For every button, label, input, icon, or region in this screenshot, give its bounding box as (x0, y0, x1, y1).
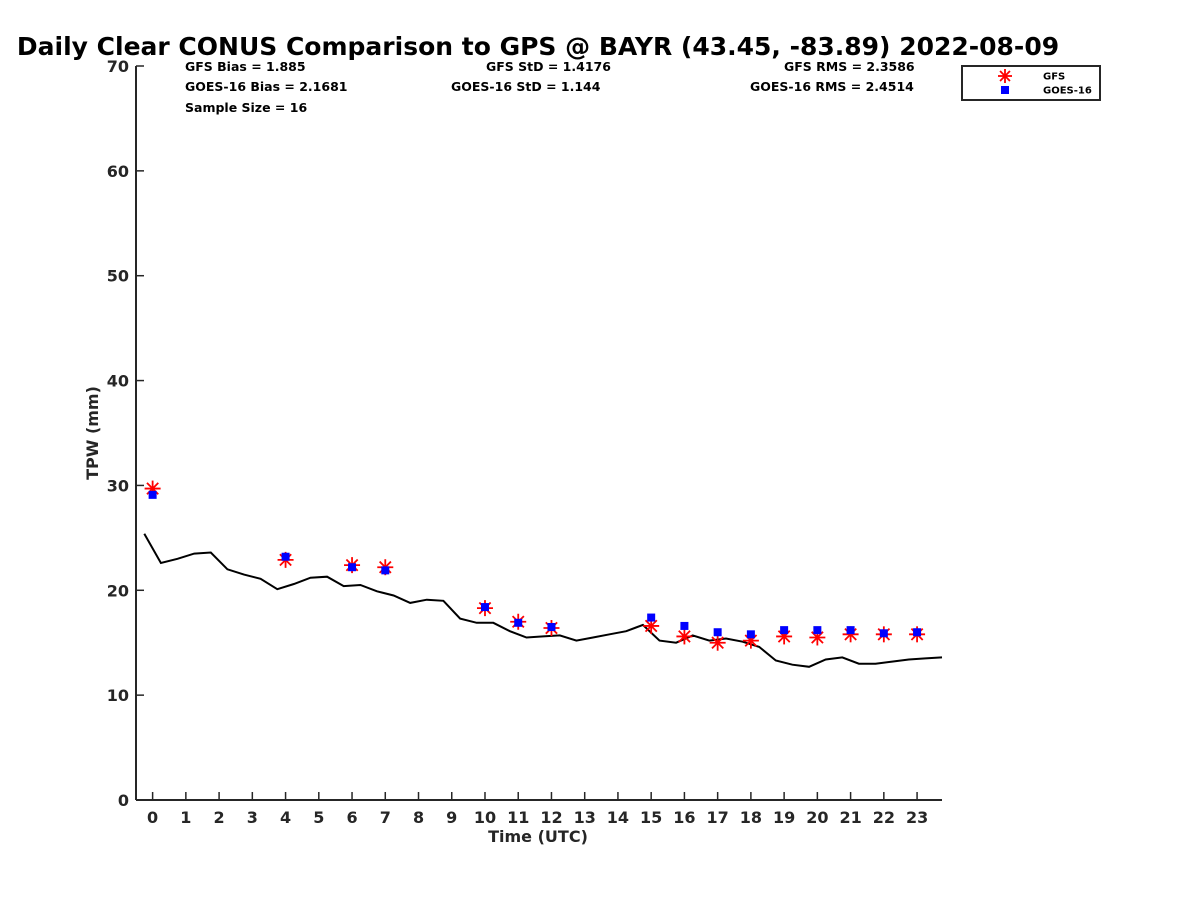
y-tick-label: 40 (107, 372, 129, 391)
y-tick-label: 20 (107, 581, 129, 600)
gfs-point (709, 634, 726, 651)
x-tick-label: 15 (640, 808, 662, 827)
goes16-point (879, 629, 888, 638)
asterisk-stroke (999, 70, 1011, 82)
goes16-point (514, 618, 523, 627)
y-tick-label: 60 (107, 162, 129, 181)
chart-title: Daily Clear CONUS Comparison to GPS @ BA… (17, 32, 1059, 61)
y-tick-label: 70 (107, 57, 129, 76)
x-tick-label: 20 (806, 808, 828, 827)
goes16-point (647, 613, 656, 622)
goes16-point (381, 566, 390, 575)
x-tick-label: 3 (247, 808, 258, 827)
stat-gfs-bias: GFS Bias = 1.885 (185, 59, 306, 74)
gfs-point (643, 617, 660, 634)
asterisk-stroke (678, 630, 691, 643)
legend-label-gfs: GFS (1043, 72, 1065, 83)
plot-area (143, 480, 943, 668)
x-tick-label: 19 (773, 808, 795, 827)
gps-tpw-line (143, 533, 943, 668)
x-tick-label: 0 (147, 808, 158, 827)
goes16-point (547, 622, 556, 631)
x-tick-label: 22 (873, 808, 895, 827)
x-ticks: 0 1 2 3 4 5 6 7 8 9 10 11 12 13 14 15 16 17 18 19 20 21 22 23 (147, 792, 928, 827)
x-tick-label: 12 (540, 808, 562, 827)
stats-block: GFS Bias = 1.885 GOES-16 Bias = 2.1681 S… (185, 59, 915, 115)
x-tick-label: 4 (280, 808, 291, 827)
legend: GFS GOES-16 (961, 65, 1101, 101)
y-tick-label: 0 (118, 791, 129, 810)
x-tick-label: 5 (313, 808, 324, 827)
x-tick-label: 21 (839, 808, 861, 827)
stat-gfs-rms: GFS RMS = 2.3586 (784, 59, 915, 74)
goes16-point (148, 490, 157, 499)
x-tick-label: 14 (607, 808, 629, 827)
x-axis-label: Time (UTC) (488, 827, 588, 846)
legend-box (961, 65, 1101, 101)
y-ticks: 0 10 20 30 40 50 60 70 (107, 57, 144, 810)
asterisk-stroke (644, 619, 658, 633)
goes16-point (813, 626, 822, 635)
x-tick-label: 7 (380, 808, 391, 827)
x-tick-label: 8 (413, 808, 424, 827)
x-tick-label: 10 (474, 808, 496, 827)
stat-goes-bias: GOES-16 Bias = 2.1681 (185, 79, 347, 94)
gfs-point (676, 628, 693, 645)
x-tick-label: 17 (707, 808, 729, 827)
y-tick-label: 50 (107, 267, 129, 286)
goes16-point (913, 628, 922, 637)
x-tick-label: 23 (906, 808, 928, 827)
x-tick-label: 2 (214, 808, 225, 827)
y-tick-label: 30 (107, 476, 129, 495)
y-tick-label: 10 (107, 686, 129, 705)
x-tick-label: 13 (574, 808, 596, 827)
goes16-point (846, 626, 855, 635)
legend-items: GFS GOES-16 (998, 69, 1092, 97)
x-tick-label: 16 (673, 808, 695, 827)
stat-gfs-std: GFS StD = 1.4176 (486, 59, 611, 74)
goes16-point (680, 621, 689, 630)
legend-gfs-marker (998, 69, 1012, 83)
x-tick-label: 1 (180, 808, 191, 827)
y-axis-label: TPW (mm) (83, 386, 102, 480)
axes (135, 66, 942, 801)
x-tick-label: 6 (346, 808, 357, 827)
stat-goes-std: GOES-16 StD = 1.144 (451, 79, 601, 94)
goes16-point (713, 628, 722, 637)
legend-label-goes-16: GOES-16 (1043, 86, 1092, 97)
legend-goes16-marker (1001, 86, 1009, 94)
stat-goes-rms: GOES-16 RMS = 2.4514 (750, 79, 914, 94)
goes16-point (746, 630, 755, 639)
asterisk-stroke (711, 636, 724, 650)
x-tick-label: 18 (740, 808, 762, 827)
goes16-point (480, 603, 489, 612)
goes16-point (281, 552, 290, 561)
x-tick-label: 11 (507, 808, 529, 827)
goes16-point (348, 563, 357, 572)
goes16-point (780, 626, 789, 635)
stat-sample-size: Sample Size = 16 (185, 100, 307, 115)
x-tick-label: 9 (446, 808, 457, 827)
